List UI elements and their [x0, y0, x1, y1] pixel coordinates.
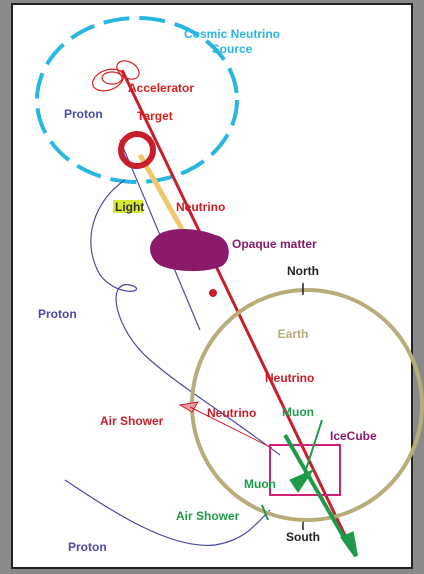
diagram: Cosmic Neutrino Source Accelerator Proto…	[0, 0, 424, 574]
page: Cosmic Neutrino Source Accelerator Proto…	[0, 0, 424, 574]
proton-label: Proton	[38, 307, 77, 321]
muon-label: Muon	[282, 405, 314, 419]
neutrino-label: Neutrino	[176, 200, 225, 214]
proton-label: Proton	[64, 107, 103, 121]
accelerator-label: Accelerator	[128, 81, 194, 95]
muon-label: Muon	[244, 477, 276, 491]
frame	[12, 4, 412, 568]
south-label: South	[286, 530, 320, 544]
neutrino-label: Neutrino	[207, 406, 256, 420]
light-label: Light	[115, 200, 144, 214]
source-line: Source	[212, 42, 253, 56]
target-label: Target	[137, 109, 173, 123]
air-shower-label: Air Shower	[176, 509, 240, 523]
proton-label: Proton	[68, 540, 107, 554]
opaque-label: Opaque matter	[232, 237, 317, 251]
source-line: Cosmic Neutrino	[184, 27, 280, 41]
north-label: North	[287, 264, 319, 278]
air-shower-label: Air Shower	[100, 414, 164, 428]
neutrino-label: Neutrino	[265, 371, 314, 385]
icecube-label: IceCube	[330, 429, 377, 443]
earth-label: Earth	[278, 327, 309, 341]
neutrino-dot	[209, 289, 217, 297]
